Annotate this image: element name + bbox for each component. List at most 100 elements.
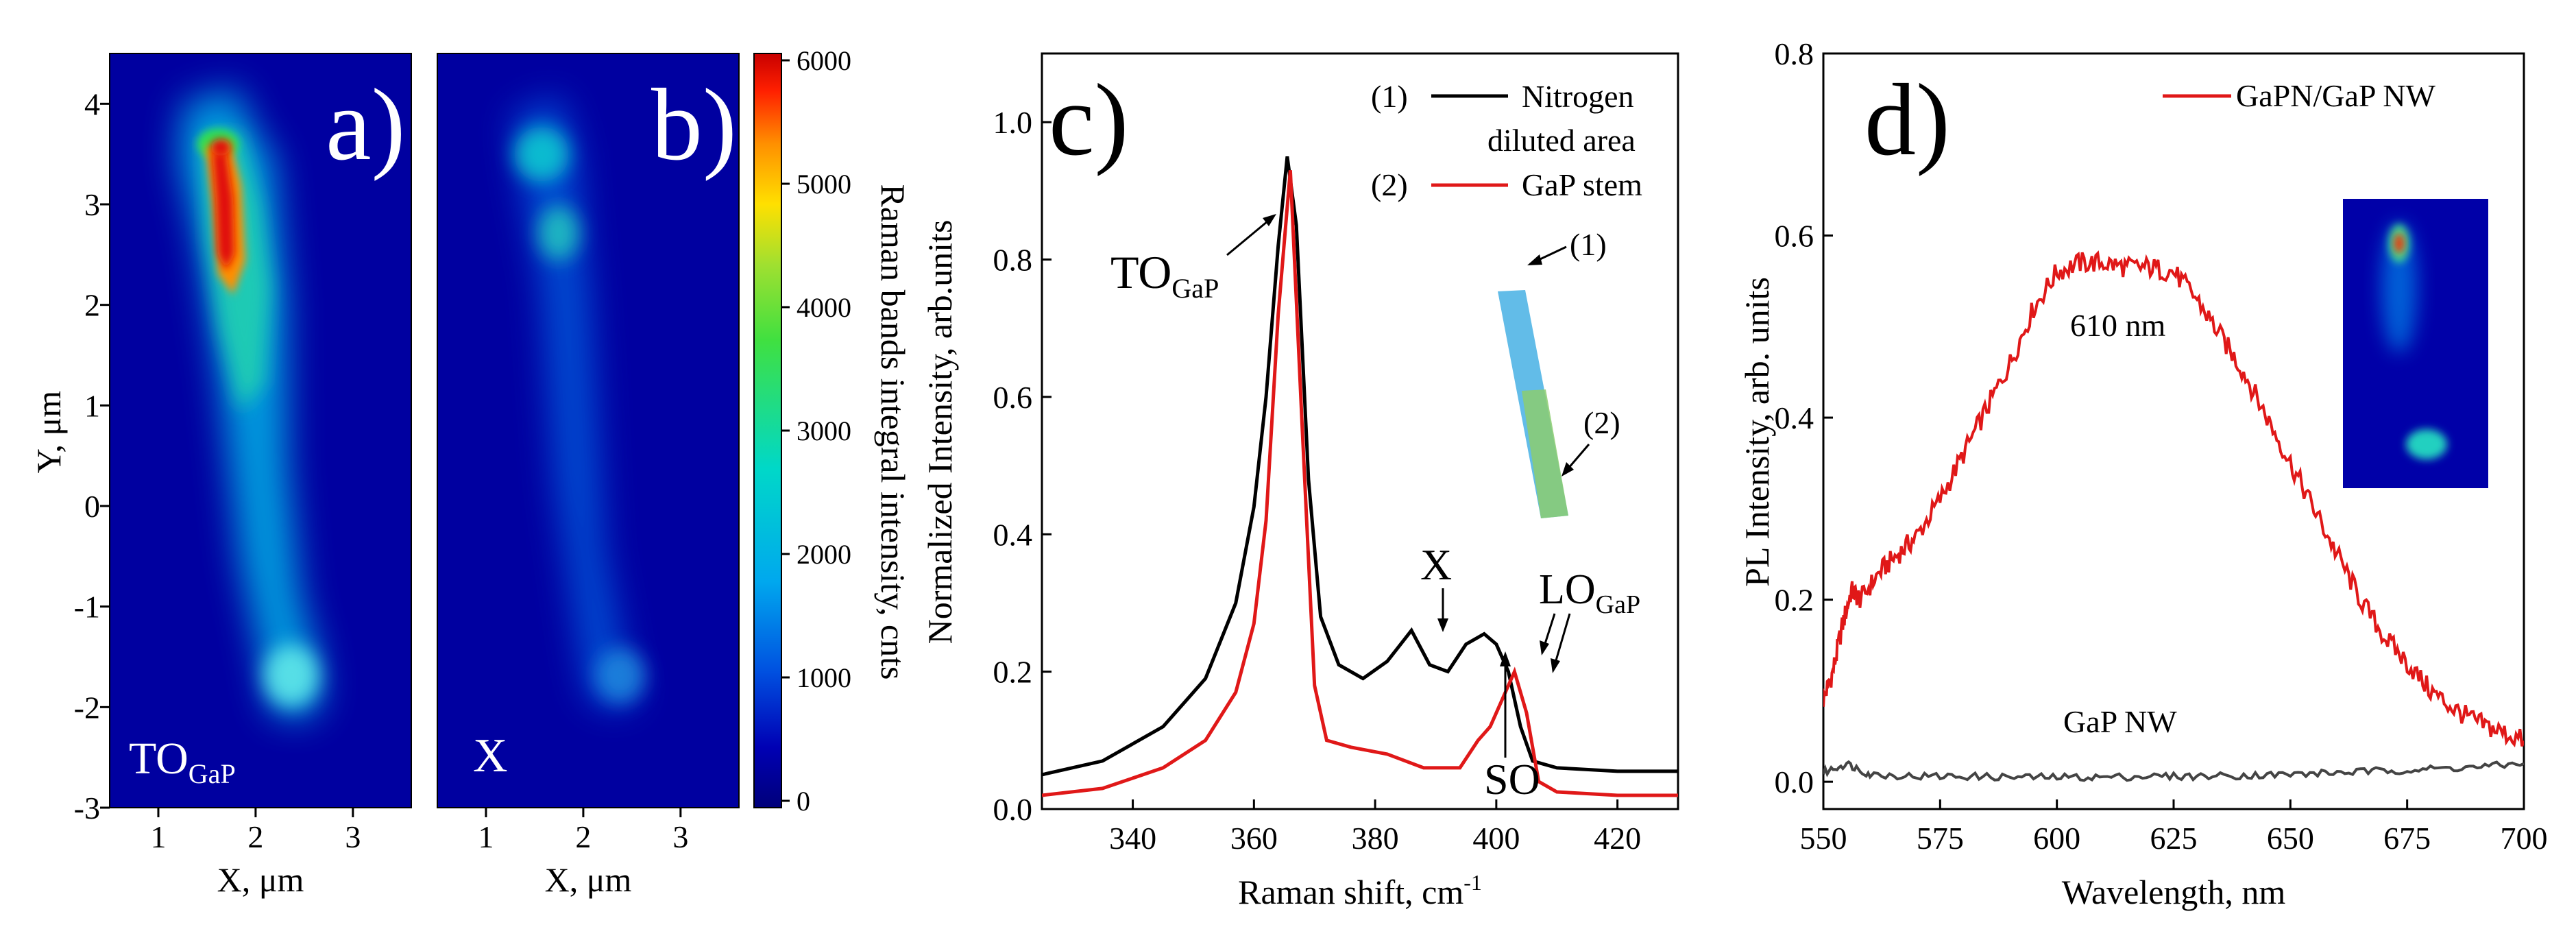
- y-tick-label--2: -2: [74, 690, 100, 725]
- panel-b-x-label: X, μm: [545, 860, 632, 899]
- colorbar-tick-label-3000: 3000: [797, 415, 851, 446]
- heatmap-b-image: [513, 96, 645, 710]
- colorbar: 0 1000 2000 3000 4000 5000 6000 Raman bands in…: [753, 45, 912, 817]
- x-tick-label-400: 400: [1472, 821, 1520, 856]
- series-gap-stem-line: [1042, 170, 1678, 797]
- annotation-lo-gap: LOGaP: [1539, 566, 1640, 619]
- annotation-x-arrowhead: [1437, 618, 1448, 632]
- y-tick-label-0.8: 0.8: [1775, 36, 1814, 71]
- inset-label-1: (1): [1570, 227, 1607, 262]
- panel-c-x-label-sup: -1: [1463, 870, 1482, 895]
- panel-c-letter: c): [1049, 63, 1129, 177]
- x-tick-label-1: 1: [150, 819, 166, 854]
- x-tick-label-575: 575: [1917, 821, 1964, 856]
- annotation-to-gap-arrow: [1226, 217, 1272, 256]
- panel-d-y-axis: 0.0 0.2 0.4 0.6 0.8: [1775, 36, 1833, 799]
- annotation-lo-arrowhead-2: [1551, 658, 1560, 673]
- heatmap-a-image: [178, 88, 322, 720]
- annotation-610nm: 610 nm: [2070, 308, 2166, 343]
- annotation-so: SO: [1484, 755, 1540, 804]
- y-tick-label-0: 0: [84, 489, 100, 524]
- panel-c-y-label: Normalized Intensity, arb.units: [921, 220, 959, 644]
- colorbar-label: Raman bands integral intensity, cnts: [874, 184, 912, 680]
- annotation-to-gap: TOGaP: [1110, 246, 1219, 304]
- panel-a-x-axis: 1 2 3: [150, 808, 361, 854]
- series-gapn-gap-nw-line: [1823, 250, 2524, 748]
- y-tick-label-0.8: 0.8: [993, 243, 1033, 278]
- x-tick-label-650: 650: [2267, 821, 2314, 856]
- legend-label-nitrogen-line2: diluted area: [1487, 123, 1636, 158]
- panel-d-x-label: Wavelength, nm: [2062, 873, 2286, 911]
- colorbar-tick-label-2000: 2000: [797, 539, 851, 570]
- x-tick-label-600: 600: [2033, 821, 2080, 856]
- annotation-lo-arrowhead-1: [1540, 640, 1549, 655]
- y-tick-label-0.2: 0.2: [1775, 583, 1814, 618]
- inset-label-2: (2): [1583, 405, 1620, 440]
- x-tick-label-2: 2: [247, 819, 263, 854]
- x-tick-label-380: 380: [1352, 821, 1399, 856]
- panel-c-legend: (1) Nitrogen diluted area (2) GaP stem: [1371, 79, 1642, 202]
- panel-b-letter: b): [651, 68, 737, 182]
- legend-label-gapn: GaPN/GaP NW: [2236, 78, 2435, 113]
- annotation-to-gap-main: TO: [1110, 246, 1171, 298]
- annotation-to-gap-sub: GaP: [1171, 273, 1219, 304]
- y-tick-label-4: 4: [84, 86, 100, 121]
- y-tick-label--3: -3: [74, 791, 100, 825]
- panel-a-y-axis: -3 -2 -1 0 1 2 3 4: [74, 86, 110, 825]
- colorbar-tick-label-6000: 6000: [797, 45, 851, 76]
- annotation-to-gap-arrowhead: [1263, 214, 1276, 226]
- y-tick-label--1: -1: [74, 590, 100, 625]
- colorbar-ticks: 0 1000 2000 3000 4000 5000 6000: [781, 45, 851, 817]
- panel-c: 340 360 380 400 420 0.0 0.2 0.4 0.6 0.8 1.0 c) Ra…: [921, 52, 1679, 911]
- x-tick-label-550: 550: [1800, 821, 1847, 856]
- panel-a-y-label: Y, μm: [29, 391, 68, 473]
- y-tick-label-0.2: 0.2: [993, 655, 1033, 690]
- y-tick-label-0.6: 0.6: [1775, 219, 1814, 254]
- panel-c-x-label-main: Raman shift, cm: [1238, 873, 1463, 911]
- series-gap-nw-line: [1823, 760, 2524, 782]
- legend-label-nitrogen: Nitrogen: [1522, 79, 1634, 114]
- annotation-lo-gap-main: LO: [1539, 566, 1596, 613]
- colorbar-tick-label-0: 0: [797, 786, 810, 817]
- x-tick-label-3: 3: [345, 819, 361, 854]
- x-tick-label-675: 675: [2383, 821, 2431, 856]
- series-nitrogen-diluted-line: [1042, 156, 1678, 777]
- x-tick-label-420: 420: [1594, 821, 1641, 856]
- annotation-lo-arrow-1: [1542, 613, 1556, 649]
- annotation-x: X: [1420, 540, 1452, 589]
- nanowire-inset: [1498, 290, 1568, 518]
- colorbar-tick-label-4000: 4000: [797, 292, 851, 323]
- legend-label-gap-stem: GaP stem: [1522, 167, 1642, 202]
- annotation-lo-gap-sub: GaP: [1596, 590, 1640, 619]
- panel-c-x-axis: 340 360 380 400 420: [1109, 799, 1641, 856]
- panel-b: b) X 1 2 3 X, μm: [437, 53, 740, 899]
- y-tick-label-0.0: 0.0: [1775, 764, 1814, 799]
- panel-b-label: X: [473, 730, 508, 782]
- colorbar-tick-label-5000: 5000: [797, 169, 851, 200]
- panel-c-x-label: Raman shift, cm-1: [1238, 870, 1482, 911]
- inset-arrowhead-1: [1527, 254, 1542, 265]
- annotation-so-arrowhead: [1500, 651, 1511, 666]
- panel-a-label-sub: GaP: [189, 758, 236, 789]
- colorbar-gradient: [753, 53, 782, 808]
- x-tick-label-2: 2: [575, 819, 591, 854]
- x-tick-label-700: 700: [2501, 821, 2548, 856]
- y-tick-label-0.0: 0.0: [993, 792, 1033, 827]
- y-tick-label-0.4: 0.4: [993, 517, 1033, 552]
- y-tick-label-2: 2: [84, 288, 100, 323]
- panel-d-x-axis: 550 575 600 625 650 675 700: [1800, 799, 2548, 856]
- y-tick-label-1: 1: [84, 388, 100, 423]
- colorbar-tick-label-1000: 1000: [797, 662, 851, 693]
- x-tick-label-625: 625: [2150, 821, 2198, 856]
- inset-arrowhead-2: [1562, 462, 1574, 477]
- y-tick-label-0.4: 0.4: [1775, 400, 1814, 435]
- y-tick-label-3: 3: [84, 187, 100, 222]
- y-tick-label-1.0: 1.0: [993, 105, 1033, 140]
- panel-a-label-main: TO: [129, 734, 189, 784]
- panel-d-legend: GaPN/GaP NW: [2163, 78, 2435, 113]
- x-tick-label-1: 1: [478, 819, 494, 854]
- panel-d-letter: d): [1864, 63, 1950, 177]
- y-tick-label-0.6: 0.6: [993, 380, 1033, 415]
- annotation-lo-arrow-2: [1553, 613, 1571, 666]
